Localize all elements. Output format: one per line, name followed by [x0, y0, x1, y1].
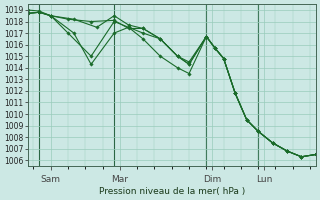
X-axis label: Pression niveau de la mer( hPa ): Pression niveau de la mer( hPa ): [99, 187, 245, 196]
